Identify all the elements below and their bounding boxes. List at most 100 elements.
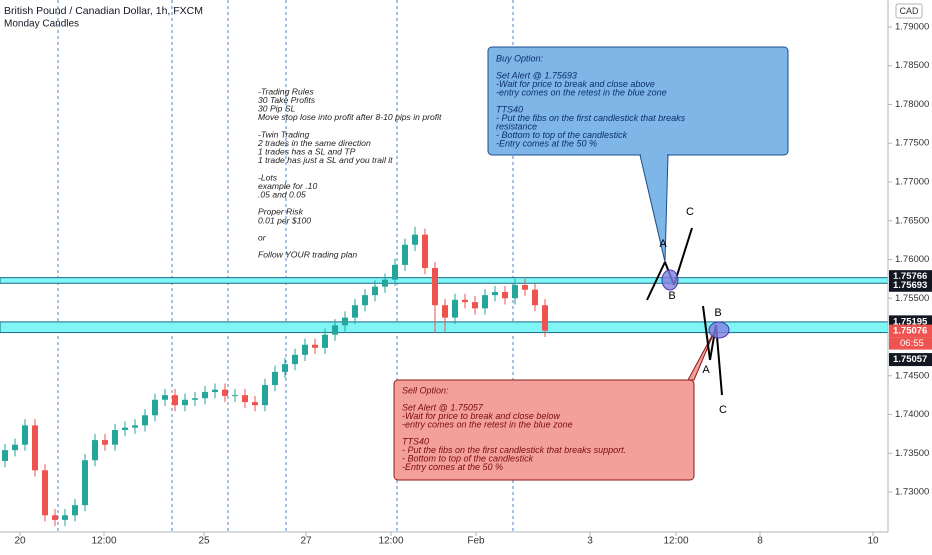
buy-line: - Bottom to top of the candlestick <box>496 130 628 140</box>
countdown: 06:55 <box>900 338 924 349</box>
candle-body <box>262 385 268 406</box>
sell-box <box>393 379 695 481</box>
x-tick-label: 8 <box>757 536 763 547</box>
candle-body <box>322 334 328 348</box>
candle-body <box>52 515 58 520</box>
sell-target <box>708 321 730 339</box>
chart-title: British Pound / Canadian Dollar, 1h, FXC… <box>4 5 203 17</box>
candle-body <box>272 371 278 386</box>
x-tick-label: 27 <box>300 536 312 547</box>
zone <box>0 277 889 284</box>
y-tick-label: 1.75500 <box>895 293 929 304</box>
price-label-bg <box>889 324 932 338</box>
y-tick-label: 1.78000 <box>895 99 929 110</box>
sell-line: -Wait for price to break and close below <box>402 411 560 421</box>
y-tick-label: 1.76000 <box>895 254 929 265</box>
candle-body <box>202 392 208 399</box>
candle-body <box>2 450 8 462</box>
candle-body <box>332 325 338 335</box>
note-line: 0.01 per $100 <box>258 215 311 225</box>
buy-line: -entry comes on the retest in the blue z… <box>496 87 667 97</box>
note-line: .05 and 0.05 <box>258 189 306 199</box>
candle-body <box>352 305 358 318</box>
buy-line: Set Alert @ 1.75693 <box>496 70 577 80</box>
y-tick-label: 1.74000 <box>895 409 929 420</box>
sell-line: - Bottom to top of the candlestick <box>402 453 534 463</box>
note-line: -Trading Rules <box>258 86 314 96</box>
candle-body <box>142 415 148 426</box>
buy-line: Buy Option: <box>496 53 544 63</box>
candle-body <box>282 364 288 372</box>
candle-body <box>422 234 428 269</box>
candle-body <box>232 395 238 397</box>
x-tick-label: 3 <box>587 536 593 547</box>
note-line: Move stop lose into profit after 8-10 pi… <box>258 112 442 122</box>
price-label: 1.75766 <box>893 271 927 282</box>
candle-body <box>252 402 258 406</box>
candle-body <box>172 395 178 406</box>
x-tick-label: 10 <box>867 536 879 547</box>
candle-body <box>42 470 48 516</box>
price-label: 1.75195 <box>893 316 928 327</box>
candle-body <box>532 289 538 306</box>
candle-body <box>462 299 468 303</box>
candle-body <box>122 427 128 431</box>
x-tick-label: 12:00 <box>663 536 688 547</box>
currency[interactable]: CAD <box>899 6 919 16</box>
candle-body <box>112 430 118 445</box>
note-line: Follow YOUR trading plan <box>258 250 357 260</box>
sell-letter: C <box>719 404 727 416</box>
price-label-bg <box>889 278 932 292</box>
buy-line: -Wait for price to break and close above <box>496 79 655 89</box>
buy-box <box>487 46 789 156</box>
y-tick-label: 1.73000 <box>895 487 929 498</box>
buy-line: resistance <box>496 121 537 131</box>
candle-body <box>222 389 228 396</box>
note-line: 30 Take Profits <box>258 95 316 105</box>
sell-line: -entry comes on the retest in the blue z… <box>402 419 573 429</box>
candle-body <box>362 295 368 306</box>
currency-badge[interactable] <box>895 3 923 19</box>
candle-body <box>132 425 138 428</box>
buy-letter: B <box>668 290 675 302</box>
buy-line: - Put the fibs on the first candlestick … <box>496 113 686 123</box>
buy-letter: C <box>686 206 694 218</box>
candle-body <box>382 279 388 287</box>
candle-body <box>82 460 88 506</box>
candle-body <box>152 399 158 416</box>
candle-body <box>12 444 18 451</box>
buy-leg <box>646 261 666 301</box>
candle-body <box>502 292 508 299</box>
sell-leg <box>702 305 711 361</box>
note-line: Proper Risk <box>258 207 304 217</box>
candle-body <box>492 292 498 296</box>
buy-line: TTS40 <box>496 104 523 114</box>
candle-body <box>472 302 478 309</box>
candle-body <box>372 286 378 296</box>
note-line: 30 Pip SL <box>258 103 295 113</box>
candle-body <box>292 354 298 365</box>
candle-body <box>402 244 408 265</box>
candle-body <box>312 344 318 348</box>
candle-body <box>72 505 78 516</box>
candle-body <box>92 440 98 461</box>
note-line: or <box>258 232 267 242</box>
note-line: -Twin Trading <box>258 129 309 139</box>
buy-line: -Entry comes at the 50 % <box>496 138 597 148</box>
candle-body <box>412 234 418 245</box>
y-tick-label: 1.77000 <box>895 176 929 187</box>
candle-body <box>212 389 218 393</box>
candle-body <box>442 305 448 318</box>
y-tick-label: 1.77500 <box>895 138 929 149</box>
x-tick-label: 25 <box>198 536 210 547</box>
candle-body <box>192 398 198 400</box>
sell-line: TTS40 <box>402 436 429 446</box>
candle-body <box>522 285 528 290</box>
y-tick-label: 1.74500 <box>895 370 929 381</box>
sell-letter: B <box>714 307 721 319</box>
x-tick-label: Feb <box>467 536 485 547</box>
candle-body <box>482 295 488 309</box>
candle-body <box>162 395 168 400</box>
y-tick-label: 1.78500 <box>895 60 929 71</box>
